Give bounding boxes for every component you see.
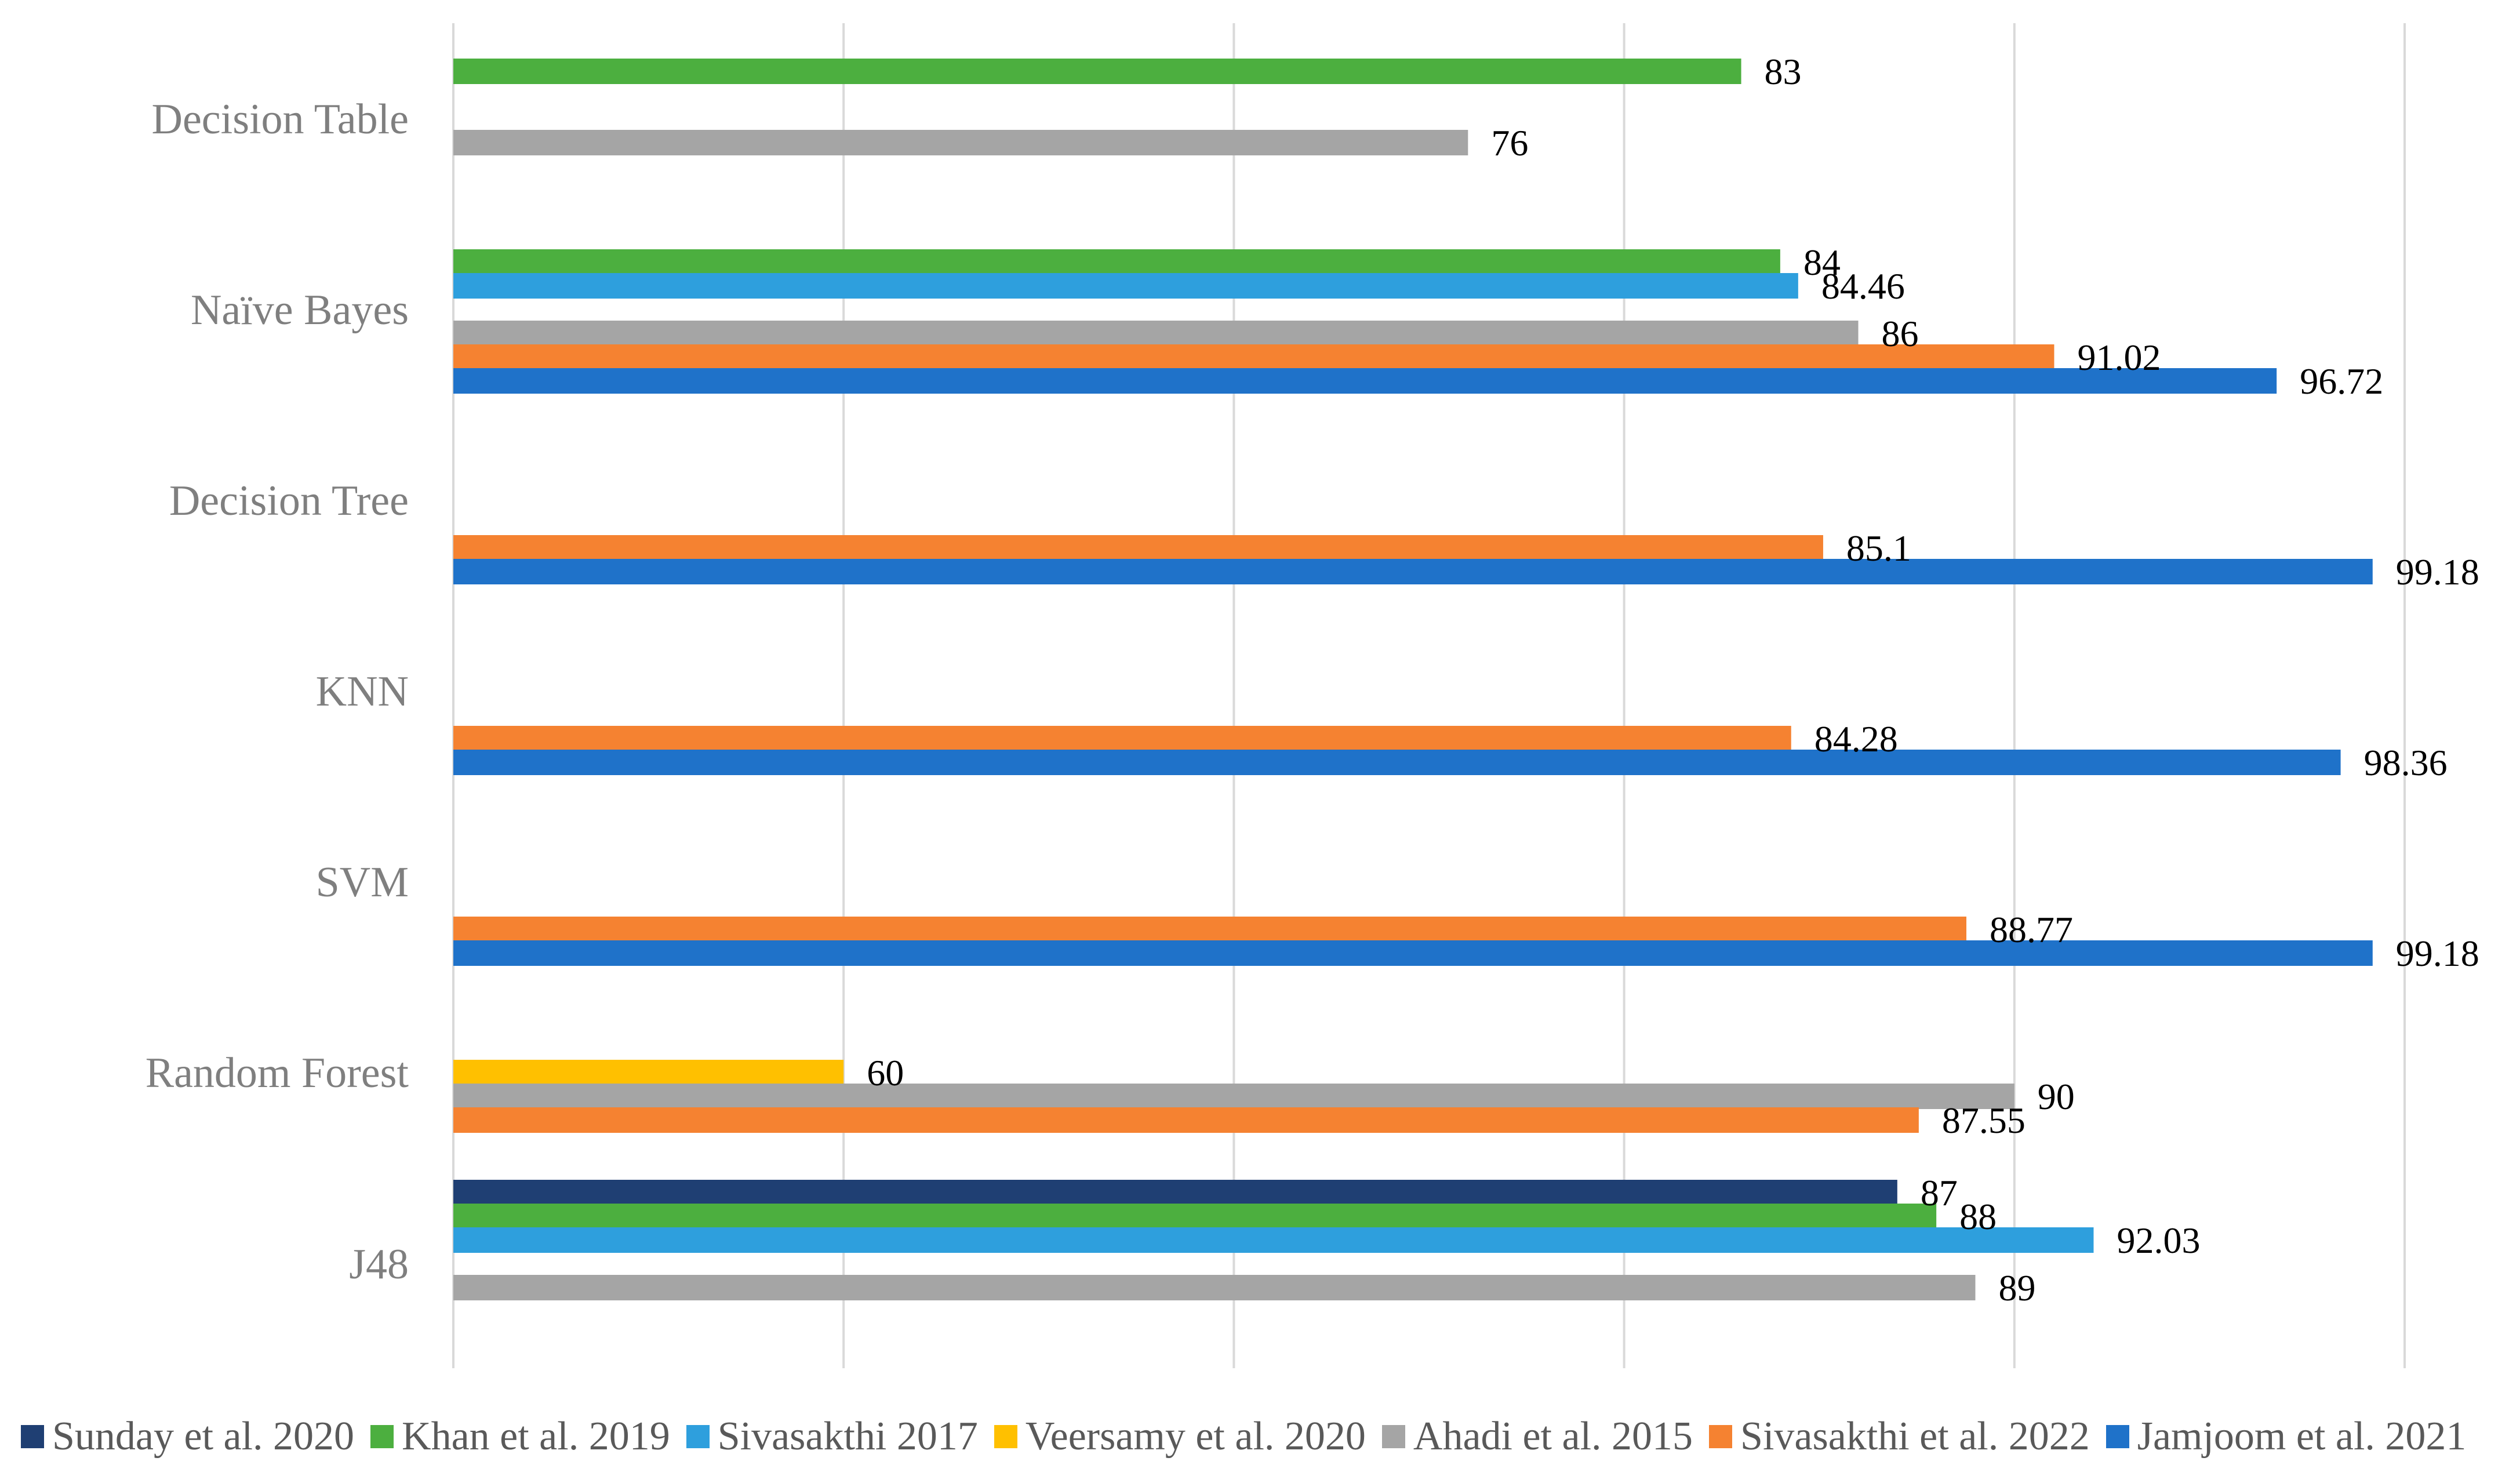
legend-item-sunday-et-al-2020: Sunday et al. 2020 <box>21 1413 354 1460</box>
bars <box>453 59 2373 1300</box>
value-label-j48-khan-et-al-2019: 88 <box>1959 1196 1997 1237</box>
legend-swatch <box>2106 1425 2129 1448</box>
legend-swatch <box>1709 1425 1733 1448</box>
legend-label: Ahadi et al. 2015 <box>1413 1414 1693 1459</box>
gridlines <box>452 23 2406 1368</box>
value-label-random-forest-sivasakthi-et-al-2022: 87.55 <box>1942 1100 2026 1141</box>
legend-swatch <box>686 1425 710 1448</box>
bar-decision-tree-jamjoom-et-al-2021 <box>453 559 2373 584</box>
bar-naive-bayes-sivasakthi-2017 <box>453 273 1798 299</box>
legend-item-khan-et-al-2019: Khan et al. 2019 <box>370 1413 670 1460</box>
category-label-svm: SVM <box>316 859 409 906</box>
bar-knn-sivasakthi-et-al-2022 <box>453 726 1791 751</box>
value-label-j48-ahadi-et-al-2015: 89 <box>1998 1267 2035 1308</box>
value-label-j48-sunday-et-al-2020: 87 <box>1921 1172 1958 1213</box>
legend-item-ahadi-et-al-2015: Ahadi et al. 2015 <box>1381 1413 1693 1460</box>
bar-chart: Decision Table Naïve Bayes Decision Tree KN… <box>146 23 2479 1368</box>
category-label-j48: J48 <box>349 1241 409 1288</box>
value-label-naive-bayes-khan-et-al-2019: 84 <box>1803 242 1841 283</box>
value-label-svm-jamjoom-et-al-2021: 99.18 <box>2396 933 2479 974</box>
bar-naive-bayes-jamjoom-et-al-2021 <box>453 368 2277 394</box>
value-label-random-forest-veersamy-et-al-2020: 60 <box>867 1052 904 1093</box>
value-label-decision-table-ahadi-et-al-2015: 76 <box>1491 122 1528 163</box>
bar-random-forest-ahadi-et-al-2015 <box>453 1084 2014 1109</box>
value-label-decision-table-khan-et-al-2019: 83 <box>1765 51 1802 92</box>
value-label-knn-sivasakthi-et-al-2022: 84.28 <box>1814 718 1898 759</box>
value-label-naive-bayes-sivasakthi-2017: 84.46 <box>1821 266 1905 307</box>
bar-random-forest-sivasakthi-et-al-2022 <box>453 1107 1919 1133</box>
value-label-knn-jamjoom-et-al-2021: 98.36 <box>2364 742 2448 783</box>
value-label-naive-bayes-jamjoom-et-al-2021: 96.72 <box>2300 361 2383 402</box>
legend-item-sivasakthi-et-al-2022: Sivasakthi et al. 2022 <box>1709 1413 2090 1460</box>
bar-naive-bayes-ahadi-et-al-2015 <box>453 321 1859 346</box>
legend-swatch <box>994 1425 1017 1448</box>
bar-decision-table-ahadi-et-al-2015 <box>453 130 1468 155</box>
bar-naive-bayes-sivasakthi-et-al-2022 <box>453 344 2054 370</box>
bar-j48-ahadi-et-al-2015 <box>453 1275 1976 1300</box>
value-label-naive-bayes-ahadi-et-al-2015: 86 <box>1882 313 1919 354</box>
value-label-random-forest-ahadi-et-al-2015: 90 <box>2038 1076 2075 1117</box>
category-labels: Decision Table Naïve Bayes Decision Tree KN… <box>146 96 409 1288</box>
value-label-decision-tree-sivasakthi-et-al-2022: 85.1 <box>1846 528 1911 569</box>
bar-decision-table-khan-et-al-2019 <box>453 59 1741 84</box>
bar-svm-sivasakthi-et-al-2022 <box>453 917 1966 942</box>
value-label-naive-bayes-sivasakthi-et-al-2022: 91.02 <box>2077 337 2161 378</box>
legend-item-veersamy-et-al-2020: Veersamy et al. 2020 <box>994 1413 1366 1460</box>
category-label-knn: KNN <box>316 668 409 715</box>
legend-label: Jamjoom et al. 2021 <box>2137 1414 2467 1459</box>
bar-knn-jamjoom-et-al-2021 <box>453 750 2341 775</box>
legend-swatch <box>1381 1425 1405 1448</box>
legend: Sunday et al. 2020 Khan et al. 2019 Sivasa… <box>21 1413 2514 1460</box>
bar-j48-khan-et-al-2019 <box>453 1204 1937 1229</box>
bar-svm-jamjoom-et-al-2021 <box>453 940 2373 966</box>
value-label-j48-sivasakthi-2017: 92.03 <box>2117 1220 2200 1261</box>
bar-naive-bayes-khan-et-al-2019 <box>453 249 1780 275</box>
legend-label: Veersamy et al. 2020 <box>1025 1414 1366 1459</box>
value-label-svm-sivasakthi-et-al-2022: 88.77 <box>1990 909 2073 950</box>
bar-decision-tree-sivasakthi-et-al-2022 <box>453 535 1823 561</box>
legend-swatch <box>370 1425 394 1448</box>
bar-random-forest-veersamy-et-al-2020 <box>453 1060 844 1085</box>
value-label-decision-tree-jamjoom-et-al-2021: 99.18 <box>2396 551 2479 593</box>
legend-label: Sunday et al. 2020 <box>52 1414 355 1459</box>
bar-j48-sivasakthi-2017 <box>453 1227 2094 1253</box>
category-label-decision-tree: Decision Tree <box>169 477 409 525</box>
legend-label: Sivasakthi et al. 2022 <box>1740 1414 2090 1459</box>
category-label-random-forest: Random Forest <box>146 1049 409 1097</box>
legend-label: Sivasakthi 2017 <box>717 1414 978 1459</box>
category-label-decision-table: Decision Table <box>152 96 409 143</box>
category-label-naive-bayes: Naïve Bayes <box>191 286 409 334</box>
legend-swatch <box>21 1425 44 1448</box>
bar-j48-sunday-et-al-2020 <box>453 1180 1897 1205</box>
legend-label: Khan et al. 2019 <box>402 1414 670 1459</box>
legend-item-sivasakthi-2017: Sivasakthi 2017 <box>686 1413 978 1460</box>
legend-item-jamjoom-et-al-2021: Jamjoom et al. 2021 <box>2106 1413 2467 1460</box>
